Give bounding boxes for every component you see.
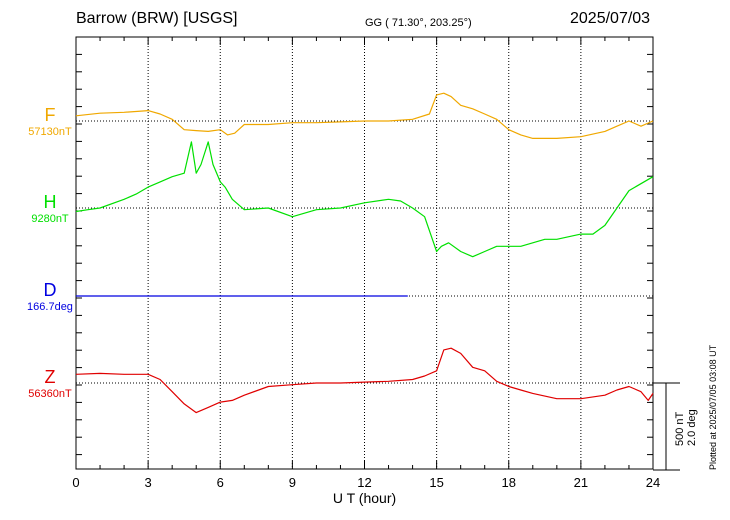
grid-lines [147, 37, 582, 469]
channel-symbol: F [44, 105, 56, 125]
channel-symbol: H [43, 192, 57, 212]
scale-label-nt: 500 nT [674, 411, 686, 446]
x-tick-label: 18 [502, 475, 516, 490]
channel-symbol: Z [44, 367, 56, 387]
channel-label-f: F 57130nT [0, 105, 100, 139]
x-tick-label: 3 [145, 475, 152, 490]
series-line-h [75, 141, 654, 258]
scale-label-deg: 2.0 deg [686, 409, 698, 446]
station-title: Barrow (BRW) [USGS] [76, 10, 238, 27]
channel-baseline: 57130nT [28, 126, 72, 138]
x-tick-label: 21 [574, 475, 588, 490]
date-label: 2025/07/03 [570, 10, 651, 27]
channel-label-z: Z 56360nT [0, 367, 100, 401]
x-tick-label: 12 [357, 475, 371, 490]
scale-bar [653, 382, 680, 471]
coordinates: GG ( 71.30°, 203.25°) [365, 17, 472, 29]
x-tick-labels: 0 3 6 9 12 15 18 21 24 [72, 475, 660, 490]
channel-symbol: D [43, 280, 57, 300]
series-line-f [75, 92, 654, 139]
channel-label-h: H 9280nT [0, 192, 100, 226]
x-tick-label: 6 [217, 475, 224, 490]
data-series [75, 92, 654, 414]
channel-baseline: 9280nT [31, 213, 69, 225]
series-line-z [75, 347, 654, 414]
x-tick-label: 24 [646, 475, 660, 490]
plotted-timestamp: Plotted at 2025/07/05 03:08 UT [708, 344, 718, 470]
channel-label-d: D 166.7deg [0, 280, 100, 314]
x-axis-label: U T (hour) [333, 490, 396, 506]
x-tick-label: 9 [289, 475, 296, 490]
x-tick-label: 15 [429, 475, 443, 490]
channel-baseline: 56360nT [28, 388, 72, 400]
channel-baseline: 166.7deg [27, 301, 73, 313]
x-tick-label: 0 [72, 475, 79, 490]
axis-ticks [75, 36, 654, 469]
